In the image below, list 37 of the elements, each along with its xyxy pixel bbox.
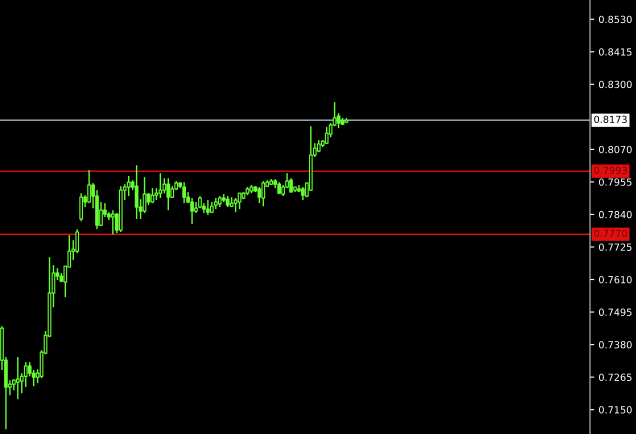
y-tick-label: 0.7610 xyxy=(598,276,632,284)
candlestick xyxy=(198,195,202,209)
y-tick-label: 0.8530 xyxy=(598,16,632,24)
ref-line-label: 0.7993 xyxy=(594,166,627,174)
y-tick-label: 0.7265 xyxy=(598,374,632,381)
candlestick xyxy=(150,187,154,204)
candlestick xyxy=(182,182,186,204)
y-tick-label: 0.8070 xyxy=(598,146,632,154)
candlestick xyxy=(126,175,131,197)
candlestick xyxy=(206,199,210,216)
y-tick-label: 0.7495 xyxy=(598,308,632,316)
candlestick xyxy=(16,356,20,400)
candlestick xyxy=(214,197,218,210)
candlestick xyxy=(238,192,242,210)
candlestick xyxy=(111,210,115,235)
y-tick-label: 0.8415 xyxy=(598,48,632,56)
y-tick-label: 0.8300 xyxy=(598,80,632,88)
candlestick xyxy=(301,186,305,201)
candlestick xyxy=(210,201,214,214)
candlestick xyxy=(226,195,230,208)
candlestick xyxy=(166,178,170,211)
candlestick xyxy=(258,186,262,204)
y-tick-label: 0.7955 xyxy=(598,178,632,186)
y-tick-label: 0.7380 xyxy=(598,341,632,348)
y-tick-label: 0.7840 xyxy=(598,210,632,218)
candlestick xyxy=(87,169,91,204)
candlestick xyxy=(79,192,84,222)
candlestick xyxy=(218,195,222,208)
ref-line-label: 0.7770 xyxy=(594,230,627,238)
y-tick-label: 0.7150 xyxy=(598,406,632,414)
candlestick xyxy=(324,126,329,145)
candlestick xyxy=(134,164,138,220)
candlestick xyxy=(316,139,321,153)
ref-line-label: 0.8173 xyxy=(594,116,627,124)
candlestick xyxy=(261,180,266,207)
candlestick xyxy=(158,172,162,199)
y-tick-label: 0.7725 xyxy=(598,243,632,251)
